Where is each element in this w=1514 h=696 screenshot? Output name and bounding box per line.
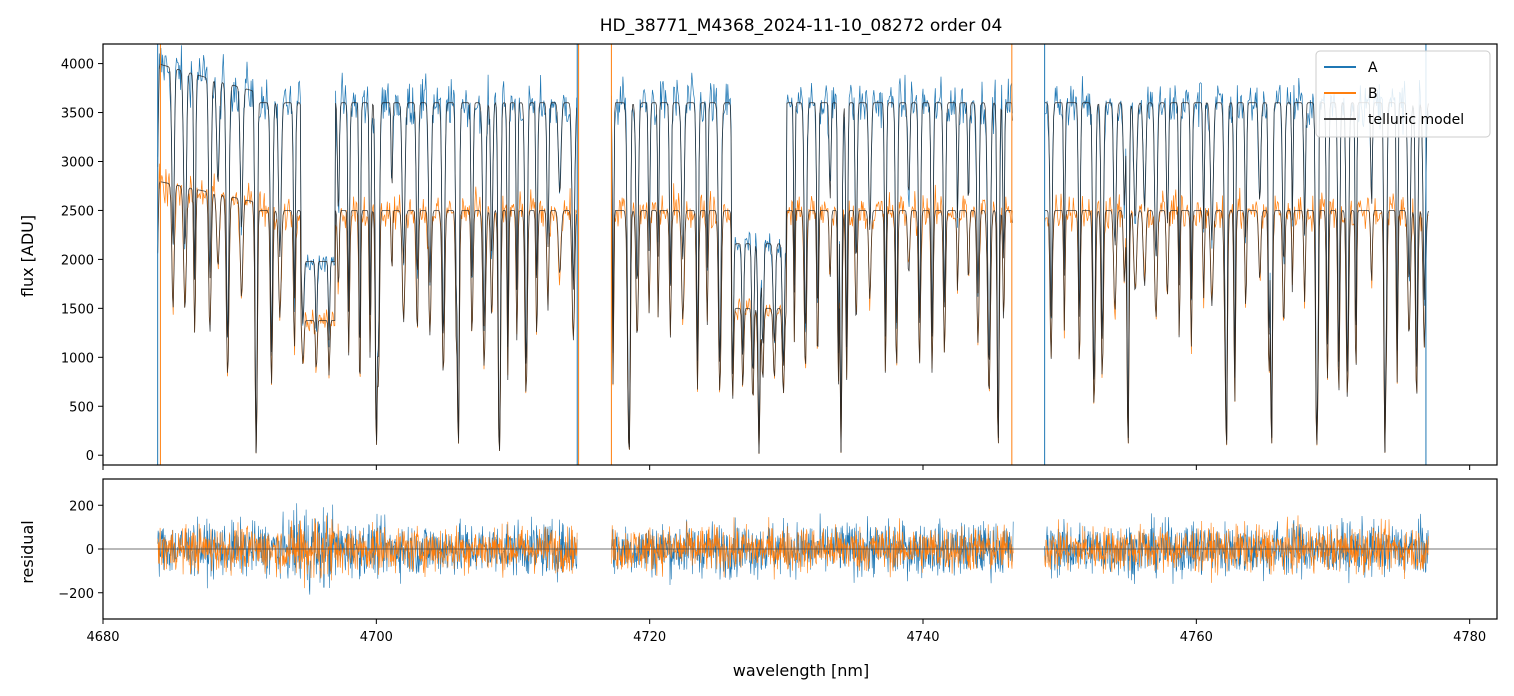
telluric-model-line-b-segment-2 [611, 209, 1013, 454]
x-tick-label: 4680 [86, 630, 119, 645]
residual-y-tick-label: 200 [69, 499, 94, 514]
residual-y-tick-label: 0 [86, 543, 94, 558]
telluric-model-line-b-segment-3 [1044, 209, 1429, 453]
flux-panel: 0 500 1000 1500 2000 2500 3000 3500 4000 flux [A… [18, 43, 1498, 470]
x-tick-label: 4700 [360, 630, 393, 645]
telluric-model-line-a-segment-2 [611, 102, 1013, 454]
residual-axes-frame [102, 478, 1498, 620]
x-axis-label: wavelength [nm] [733, 661, 870, 680]
flux-y-tick-label: 3500 [61, 107, 94, 122]
residual-series-group [103, 503, 1497, 595]
residual-line-b-segment-1 [157, 515, 578, 589]
legend-box [1315, 50, 1491, 138]
flux-y-tick-label: 1500 [61, 302, 94, 317]
legend: A B telluric model [1315, 50, 1491, 138]
residual-y-axis-label: residual [18, 520, 37, 583]
legend-label-telluric: telluric model [1368, 112, 1464, 128]
flux-plot-area [103, 44, 1497, 465]
legend-label-a: A [1368, 60, 1378, 76]
chart-title: HD_38771_M4368_2024-11-10_08272 order 04 [600, 16, 1003, 36]
x-tick-label: 4780 [1453, 630, 1486, 645]
flux-axes-frame [102, 43, 1498, 466]
flux-y-tick-label: 2000 [61, 253, 94, 268]
residual-panel: −200 0 200 4680 4700 4720 4740 4760 4780 residua… [18, 478, 1498, 680]
flux-y-tick-label: 500 [69, 400, 94, 415]
legend-label-b: B [1368, 86, 1378, 102]
flux-y-tick-label: 0 [86, 449, 94, 464]
x-tick-label: 4720 [633, 630, 666, 645]
telluric-model-line-b-segment-1 [157, 181, 578, 454]
flux-axis-ticks: 0 500 1000 1500 2000 2500 3000 3500 4000 [61, 58, 1471, 470]
residual-line-a-segment-3 [1044, 513, 1429, 585]
residual-line-b-segment-2 [611, 517, 1014, 580]
telluric-model-line-a-segment-1 [157, 63, 578, 453]
residual-axis-ticks: −200 0 200 4680 4700 4720 4740 4760 4780 [58, 499, 1486, 645]
flux-y-axis-label: flux [ADU] [18, 215, 37, 297]
x-tick-label: 4760 [1180, 630, 1213, 645]
flux-series-group [157, 44, 1429, 465]
flux-y-tick-label: 1000 [61, 351, 94, 366]
flux-y-tick-label: 2500 [61, 204, 94, 219]
residual-y-tick-label: −200 [58, 587, 94, 602]
residual-line-b-segment-3 [1044, 515, 1429, 583]
flux-y-tick-label: 3000 [61, 155, 94, 170]
x-tick-label: 4740 [906, 630, 939, 645]
flux-y-tick-label: 4000 [61, 58, 94, 73]
